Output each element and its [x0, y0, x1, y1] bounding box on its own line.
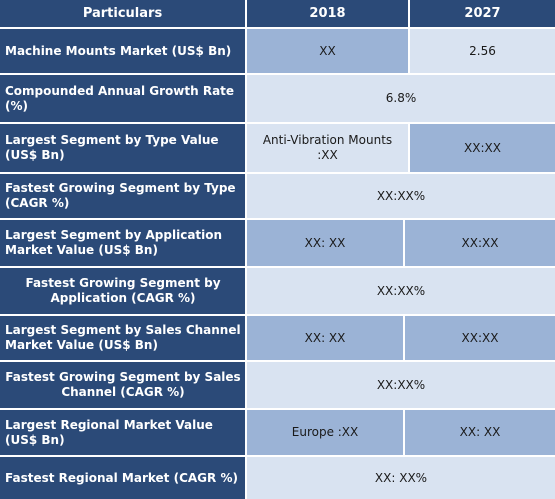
row-label-fastest-type: Fastest Growing Segment by Type (CAGR %)	[0, 174, 245, 218]
row-value-2027: 2.56	[410, 29, 555, 73]
row-value-merged: 6.8%	[247, 75, 555, 122]
header-particulars: Particulars	[0, 0, 245, 27]
row-value-2018: XX	[247, 29, 408, 73]
row-value-2027: XX:XX	[410, 124, 555, 172]
row-label-cagr: Compounded Annual Growth Rate (%)	[0, 75, 245, 122]
row-label-fastest-regional: Fastest Regional Market (CAGR %)	[0, 457, 245, 499]
row-label-largest-sales-channel: Largest Segment by Sales Channel Market …	[0, 316, 245, 360]
row-label-largest-regional: Largest Regional Market Value (US$ Bn)	[0, 410, 245, 455]
row-value-2018: Europe :XX	[247, 410, 403, 455]
row-value-merged: XX: XX%	[247, 457, 555, 499]
row-label-fastest-application: Fastest Growing Segment by Application (…	[0, 268, 245, 314]
row-value-2018: Anti-Vibration Mounts :XX	[247, 124, 408, 172]
row-value-2027: XX:XX	[405, 220, 555, 266]
header-2018: 2018	[247, 0, 408, 27]
row-value-2018: XX: XX	[247, 220, 403, 266]
row-label-market-value: Machine Mounts Market (US$ Bn)	[0, 29, 245, 73]
row-value-merged: XX:XX%	[247, 362, 555, 408]
header-2027: 2027	[410, 0, 555, 27]
row-value-2018: XX: XX	[247, 316, 403, 360]
row-value-2027: XX:XX	[405, 316, 555, 360]
row-value-merged: XX:XX%	[247, 174, 555, 218]
row-label-largest-application: Largest Segment by Application Market Va…	[0, 220, 245, 266]
row-value-2027: XX: XX	[405, 410, 555, 455]
row-label-largest-type: Largest Segment by Type Value (US$ Bn)	[0, 124, 245, 172]
row-label-fastest-sales-channel: Fastest Growing Segment by Sales Channel…	[0, 362, 245, 408]
row-value-merged: XX:XX%	[247, 268, 555, 314]
